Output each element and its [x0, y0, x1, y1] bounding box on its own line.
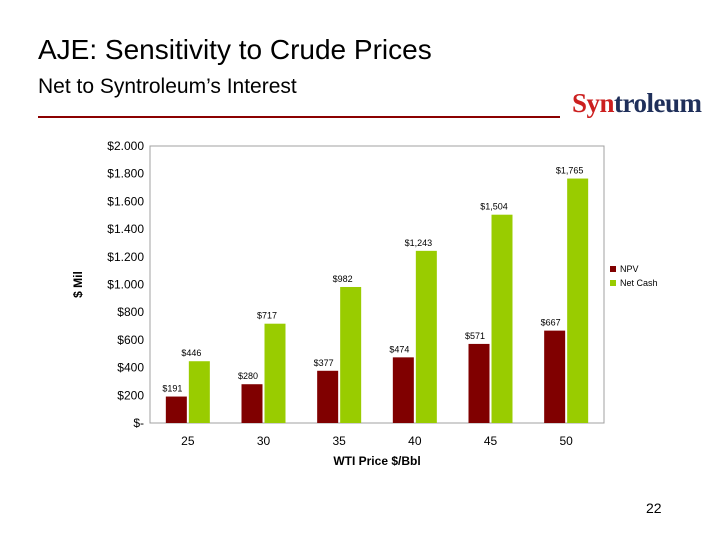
legend-swatch-npv — [610, 266, 616, 272]
x-tick-label: 35 — [332, 434, 346, 448]
npv-bar — [392, 357, 414, 423]
npv-bar — [165, 396, 187, 423]
npv-data-label: $377 — [314, 358, 334, 368]
y-tick-label: $600 — [117, 333, 144, 347]
npv-bar — [241, 384, 263, 423]
npv-bar — [468, 343, 490, 423]
y-tick-label: $- — [133, 416, 144, 430]
legend-swatch-net-cash — [610, 280, 616, 286]
net-cash-data-label: $1,765 — [556, 166, 584, 176]
x-tick-label: 25 — [181, 434, 195, 448]
y-axis-label: $ Mil — [71, 271, 85, 298]
npv-bar — [544, 330, 566, 423]
x-tick-label: 40 — [408, 434, 422, 448]
net-cash-bar — [188, 361, 210, 423]
y-tick-label: $1.000 — [107, 278, 144, 292]
net-cash-data-label: $982 — [333, 274, 353, 284]
net-cash-data-label: $1,243 — [405, 238, 433, 248]
npv-data-label: $667 — [541, 318, 561, 328]
npv-data-label: $280 — [238, 371, 258, 381]
y-tick-label: $1.800 — [107, 167, 144, 181]
net-cash-bar — [415, 250, 437, 423]
legend-label-net-cash: Net Cash — [620, 278, 658, 288]
net-cash-data-label: $1,504 — [480, 202, 508, 212]
npv-data-label: $191 — [162, 384, 182, 394]
y-tick-label: $1.600 — [107, 194, 144, 208]
x-axis-label: WTI Price $/Bbl — [333, 454, 420, 468]
net-cash-data-label: $446 — [181, 348, 201, 358]
net-cash-bar — [264, 323, 286, 423]
x-tick-label: 50 — [559, 434, 573, 448]
npv-data-label: $571 — [465, 331, 485, 341]
y-tick-label: $2.000 — [107, 139, 144, 153]
slide-title: AJE: Sensitivity to Crude Prices — [38, 34, 432, 65]
y-tick-label: $200 — [117, 388, 144, 402]
y-tick-label: $1.400 — [107, 222, 144, 236]
y-tick-label: $400 — [117, 361, 144, 375]
page-number: 22 — [646, 500, 662, 516]
plot-area — [149, 145, 605, 424]
y-tick-label: $800 — [117, 305, 144, 319]
x-tick-label: 45 — [484, 434, 498, 448]
net-cash-bar — [340, 286, 362, 423]
net-cash-bar — [567, 178, 589, 423]
npv-bar — [317, 370, 339, 423]
title-divider — [38, 116, 560, 118]
legend-label-npv: NPV — [620, 264, 639, 274]
net-cash-bar — [491, 214, 513, 423]
npv-data-label: $474 — [389, 344, 409, 354]
slide-subtitle: Net to Syntroleum’s Interest — [38, 75, 297, 98]
company-logo: Syntroleum — [572, 88, 702, 118]
x-tick-label: 30 — [257, 434, 271, 448]
y-tick-label: $1.200 — [107, 250, 144, 264]
net-cash-data-label: $717 — [257, 311, 277, 321]
